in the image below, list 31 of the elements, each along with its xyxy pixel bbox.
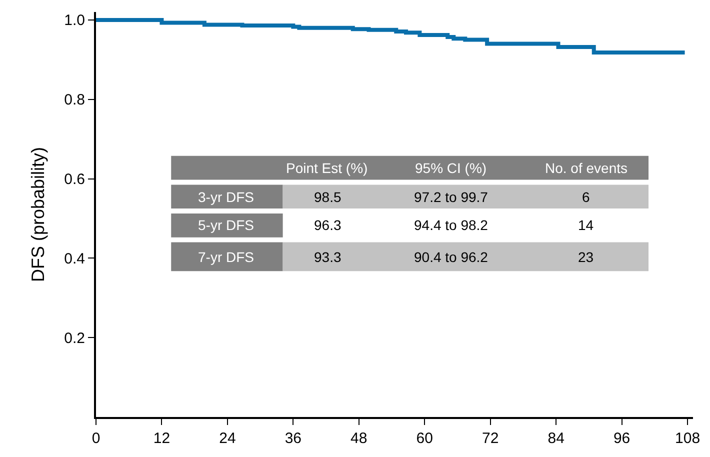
annotation: 94.4 to 98.2 [414, 217, 488, 233]
annotation: 90.4 to 96.2 [414, 249, 488, 265]
annotation: 98.5 [314, 189, 342, 205]
y-tick-label: 0.4 [64, 250, 85, 268]
y-axis-title: DFS (probability) [28, 146, 48, 282]
x-tick-label: 24 [219, 430, 236, 447]
x-tick-label: 96 [613, 430, 630, 447]
annotation: Point Est (%) [286, 160, 368, 176]
annotation: 23 [578, 249, 594, 265]
annotation: No. of events [545, 160, 628, 176]
x-tick-label: 84 [548, 430, 564, 447]
y-tick-label: 0.6 [64, 171, 85, 188]
x-tick-label: 72 [482, 430, 499, 447]
annotation: 3-yr DFS [198, 189, 254, 205]
x-tick-label: 108 [675, 430, 700, 447]
x-tick-label: 36 [284, 430, 302, 447]
annotation: 97.2 to 99.7 [414, 189, 488, 205]
y-tick-label: 1.0 [64, 12, 85, 30]
annotation: 95% CI (%) [415, 160, 487, 176]
annotation: 96.3 [314, 217, 342, 233]
x-tick-label: 48 [350, 430, 368, 447]
annotation: 6 [582, 189, 590, 205]
y-tick-label: 0.8 [64, 92, 85, 109]
annotation: 93.3 [314, 249, 342, 265]
annotation: 14 [578, 217, 594, 233]
y-tick-label: 0.2 [64, 330, 85, 347]
annotation: 7-yr DFS [198, 249, 254, 265]
x-tick-label: 60 [416, 430, 433, 447]
x-tick-label: 12 [153, 430, 170, 447]
annotation: 5-yr DFS [198, 217, 254, 233]
x-tick-label: 0 [92, 430, 100, 447]
